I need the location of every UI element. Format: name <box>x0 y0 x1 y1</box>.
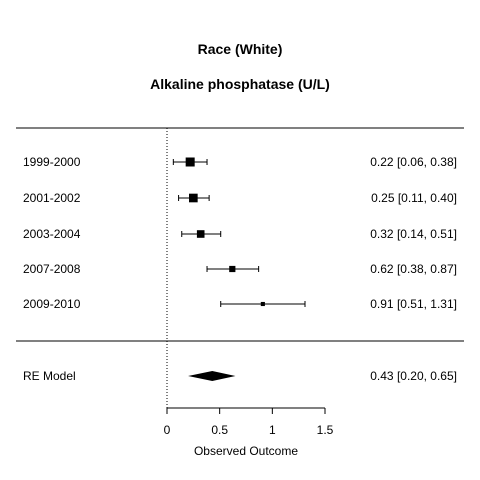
point-estimate <box>260 301 265 307</box>
study-row: 2009-2010 0.91 [0.51, 1.31] <box>23 297 457 311</box>
x-tick-label: 1 <box>269 423 276 437</box>
study-row: 2007-2008 0.62 [0.38, 0.87] <box>23 262 457 276</box>
estimate-ci-text: 0.32 [0.14, 0.51] <box>370 227 457 241</box>
estimate-ci-text: 0.62 [0.38, 0.87] <box>370 262 457 276</box>
study-row: 2001-2002 0.25 [0.11, 0.40] <box>23 191 457 205</box>
study-label: 2007-2008 <box>23 262 81 276</box>
study-label: 2003-2004 <box>23 227 81 241</box>
summary-label: RE Model <box>23 369 76 383</box>
study-rows: 1999-2000 0.22 [0.06, 0.38] 2001-2002 0.25 … <box>23 155 457 311</box>
chart-title: Race (White) <box>198 41 283 57</box>
point-estimate <box>189 193 198 203</box>
estimate-ci-text: 0.91 [0.51, 1.31] <box>370 297 457 311</box>
study-label: 2001-2002 <box>23 191 81 205</box>
x-axis-label: Observed Outcome <box>194 444 298 458</box>
estimate-ci-text: 0.25 [0.11, 0.40] <box>371 191 457 205</box>
chart-subtitle: Alkaline phosphatase (U/L) <box>150 76 330 92</box>
x-axis: 0 0.5 1 1.5 <box>164 407 334 437</box>
summary-row: RE Model 0.43 [0.20, 0.65] <box>23 369 457 383</box>
study-row: 1999-2000 0.22 [0.06, 0.38] <box>23 155 457 169</box>
x-tick-label: 0.5 <box>211 423 228 437</box>
point-estimate <box>196 230 205 238</box>
study-label: 2009-2010 <box>23 297 81 311</box>
summary-diamond <box>188 371 236 381</box>
point-estimate <box>229 265 236 273</box>
estimate-ci-text: 0.22 [0.06, 0.38] <box>370 155 457 169</box>
x-tick-label: 0 <box>164 423 171 437</box>
study-row: 2003-2004 0.32 [0.14, 0.51] <box>23 227 457 241</box>
point-estimate <box>185 157 195 167</box>
study-label: 1999-2000 <box>23 155 81 169</box>
x-tick-label: 1.5 <box>317 423 334 437</box>
summary-ci-text: 0.43 [0.20, 0.65] <box>370 369 457 383</box>
